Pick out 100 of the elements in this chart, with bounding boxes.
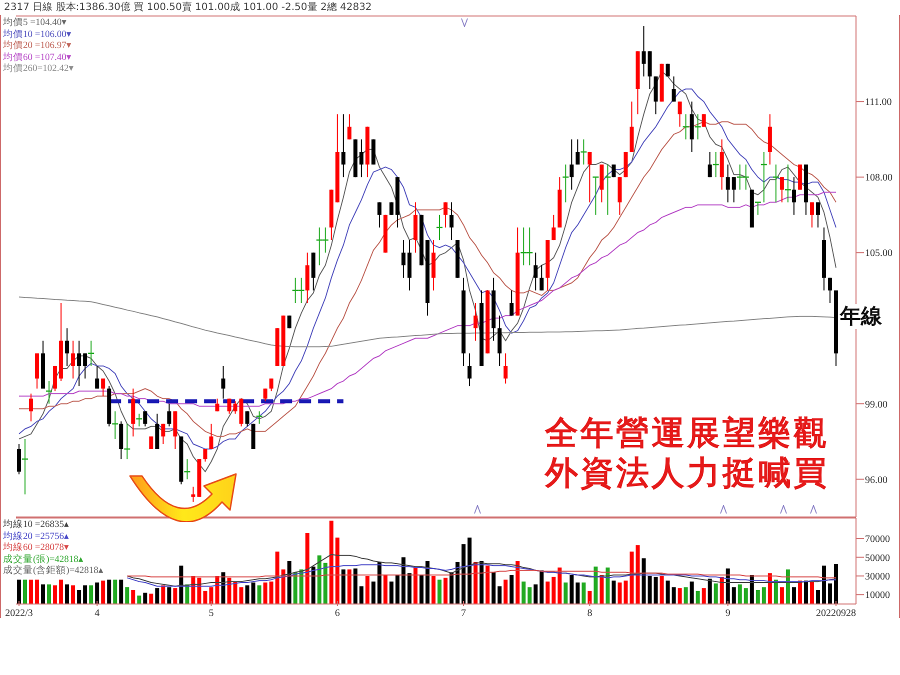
x-tick-label: 4	[94, 608, 100, 619]
candlestick	[359, 138, 364, 178]
candlestick	[576, 138, 580, 166]
bar	[588, 590, 592, 604]
bar	[371, 582, 376, 604]
bar	[534, 584, 538, 604]
candlestick	[269, 378, 274, 392]
x-tick-label: 20220928	[816, 608, 856, 619]
bar	[612, 580, 616, 604]
bar	[41, 584, 46, 604]
annotation: 成交量(含鉅額)=42818▴	[3, 566, 104, 578]
bar	[558, 568, 562, 604]
candlestick	[450, 202, 454, 241]
bar	[89, 585, 94, 604]
bar	[95, 582, 100, 604]
bar	[143, 592, 148, 604]
bar	[594, 566, 598, 604]
candlestick	[726, 164, 730, 203]
bar	[636, 545, 640, 604]
bar	[347, 569, 352, 604]
bar	[77, 590, 82, 604]
bar	[732, 587, 736, 604]
annotation: 全年營運展望樂觀	[545, 413, 829, 453]
bar	[323, 562, 328, 604]
bar	[630, 552, 634, 604]
bar	[702, 588, 706, 604]
bar	[35, 580, 40, 604]
bar	[564, 582, 568, 604]
bar	[444, 578, 448, 604]
bar	[774, 580, 778, 604]
bar	[438, 580, 442, 604]
candlestick	[389, 202, 394, 216]
bar	[678, 588, 682, 604]
bar	[618, 582, 622, 604]
line-series	[18, 296, 836, 348]
bar	[299, 569, 304, 604]
bar	[462, 544, 466, 604]
bar	[311, 566, 316, 604]
candlestick	[552, 214, 556, 241]
candlestick	[642, 26, 646, 77]
bar	[780, 587, 784, 604]
bar	[504, 580, 508, 604]
candlestick	[233, 400, 238, 414]
text: 均價5 =104.40▾	[3, 18, 68, 29]
bar	[738, 584, 742, 604]
bar	[480, 561, 484, 604]
bar	[377, 562, 382, 604]
y-tick-label: 96.00	[865, 474, 888, 486]
candlestick	[510, 290, 514, 316]
bar	[227, 578, 232, 604]
bar	[239, 587, 244, 604]
line-series	[126, 564, 836, 587]
x-tick-label: 7	[461, 608, 466, 619]
bar	[498, 586, 502, 604]
candlestick	[780, 176, 784, 203]
bar	[23, 580, 28, 604]
x-tick-label: 2022/3	[5, 608, 33, 619]
candlestick	[588, 151, 592, 203]
candlestick	[215, 398, 220, 412]
x-tick-label: 5	[208, 608, 214, 619]
bar	[810, 582, 814, 604]
candlestick	[245, 410, 250, 427]
bar	[672, 587, 676, 604]
candlestick	[287, 315, 292, 329]
y-tick-label: 30000	[865, 572, 890, 583]
bar	[570, 575, 574, 604]
bar	[71, 585, 76, 604]
bar	[197, 578, 202, 604]
bar	[576, 582, 580, 604]
bar	[486, 566, 490, 604]
bar	[468, 538, 472, 604]
bar	[425, 561, 430, 604]
bar	[257, 585, 262, 604]
bar	[359, 586, 364, 604]
text: 均線20 =25756▴	[3, 532, 70, 542]
candlestick	[534, 252, 538, 291]
bar	[107, 580, 112, 604]
bar	[546, 582, 550, 604]
x-tick-label: 6	[334, 608, 340, 619]
candlestick	[263, 388, 268, 402]
bar	[606, 568, 610, 604]
bar	[510, 575, 514, 604]
bar	[528, 587, 532, 604]
candlestick	[708, 151, 712, 178]
bar	[245, 585, 250, 604]
candlestick	[71, 340, 76, 380]
bar	[792, 587, 796, 604]
bar	[714, 583, 718, 604]
bar	[522, 582, 526, 604]
bar	[29, 580, 34, 604]
y-tick-label: 105.00	[865, 248, 892, 260]
bar	[131, 590, 136, 604]
candlestick	[377, 202, 382, 228]
candlestick	[401, 240, 406, 278]
bar	[492, 572, 496, 604]
candlestick	[221, 365, 226, 400]
bar	[287, 561, 292, 604]
text: 成交量(張)=42818▴	[3, 554, 84, 565]
text: 均線10 =26835▴	[3, 520, 70, 531]
bar	[59, 580, 64, 604]
